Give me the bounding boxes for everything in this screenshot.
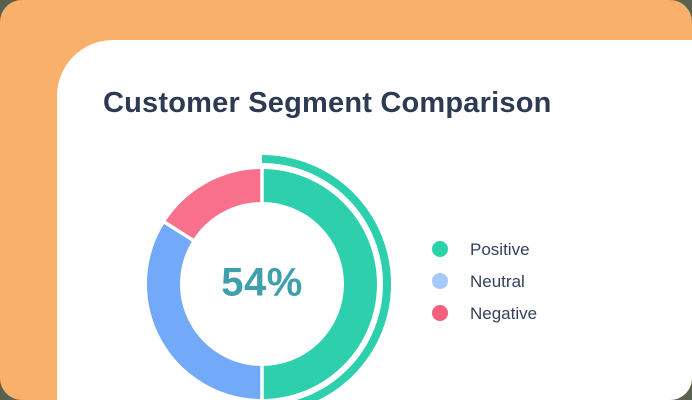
legend-label-positive: Positive [470,239,530,259]
legend-dot-negative-icon [432,305,448,321]
donut-chart-svg [147,155,391,400]
legend-label-negative: Negative [470,303,538,323]
card-title: Customer Segment Comparison [103,87,552,119]
legend-dot-positive-icon [432,241,448,257]
legend-dot-neutral-icon [432,273,448,289]
dashboard-card: Customer Segment Comparison 54% Positive… [57,40,692,400]
legend-item-positive: Positive [432,239,537,259]
donut-chart: 54% [132,154,392,400]
donut-center-label: 54% [221,260,303,305]
legend-item-negative: Negative [432,303,538,323]
chart-legend: Positive Neutral Negative [432,239,538,323]
legend-label-neutral: Neutral [470,271,525,291]
legend-item-neutral: Neutral [432,271,537,291]
